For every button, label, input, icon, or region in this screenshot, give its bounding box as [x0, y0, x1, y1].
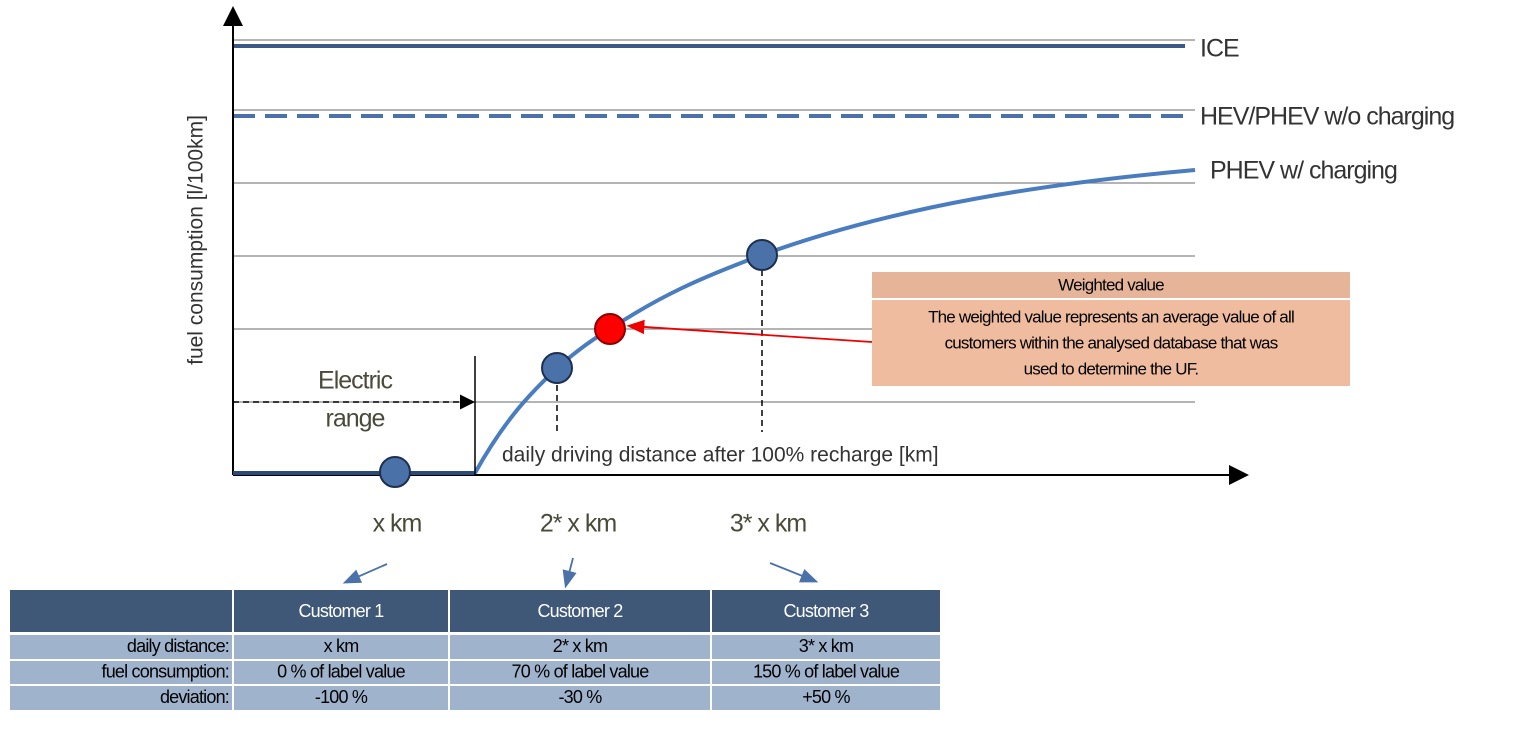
header-cell	[450, 590, 710, 632]
line-label: ICE	[1200, 35, 1239, 63]
point	[541, 352, 573, 384]
cell-text: 3* x km	[799, 636, 853, 656]
callout-text: customers within the analysed database t…	[945, 333, 1278, 352]
table-cell	[450, 635, 710, 659]
callout-title: Weighted value	[1058, 275, 1164, 294]
cell-text: 0 % of label value	[277, 661, 405, 681]
callout-header	[872, 272, 1350, 298]
row-label: fuel consumption:	[102, 661, 229, 681]
callout-text: used to determine the UF.	[1024, 359, 1199, 378]
pointer-arrow	[769, 562, 819, 583]
pointer-arrow	[342, 563, 388, 584]
cell-text: x km	[324, 636, 359, 656]
callout-arrow	[626, 319, 873, 343]
table-cell	[234, 635, 448, 659]
cell-text: -100 %	[315, 687, 368, 707]
header-cell	[234, 590, 448, 632]
header-cell	[712, 590, 940, 632]
table-cell	[10, 686, 232, 710]
row-label: daily distance:	[127, 636, 229, 656]
callout-text: The weighted value represents an average…	[928, 307, 1294, 326]
cell-text: +50 %	[802, 687, 850, 707]
table-cell	[712, 635, 940, 659]
column-header: Customer 3	[783, 601, 869, 621]
table-cell	[234, 686, 448, 710]
table: Customer 1 Customer 2 Customer 3 daily dist…	[10, 590, 940, 710]
table-cell	[10, 661, 232, 684]
pointer-arrow	[562, 557, 577, 589]
point	[379, 456, 411, 488]
table-cell	[712, 661, 940, 684]
range-label: Electric	[318, 367, 392, 395]
cell-text: 70 % of label value	[512, 661, 650, 681]
x-label: x km	[373, 510, 422, 538]
table-cell	[450, 661, 710, 684]
point	[746, 239, 778, 271]
column-header: Customer 1	[298, 601, 384, 621]
column-header: Customer 2	[537, 601, 623, 621]
x-axis-label: daily driving distance after 100% rechar…	[502, 444, 939, 467]
table-cell	[10, 635, 232, 659]
callout-body	[872, 300, 1350, 386]
cell-text: 2* x km	[553, 636, 607, 656]
x-label: 2* x km	[540, 510, 617, 538]
table-cell	[234, 661, 448, 684]
cell-text: 150 % of label value	[753, 661, 900, 681]
table-cell	[712, 686, 940, 710]
line-label: HEV/PHEV w/o charging	[1200, 103, 1454, 131]
y-axis-label: fuel consumption [l/100km]	[185, 115, 208, 365]
x-label: 3* x km	[730, 510, 807, 538]
header-cell	[10, 590, 232, 632]
cell-text: -30 %	[558, 687, 602, 707]
weighted-point	[594, 313, 626, 345]
table-cell	[450, 686, 710, 710]
line-label: PHEV w/ charging	[1210, 157, 1397, 185]
row-label: deviation:	[160, 687, 229, 707]
range-label: range	[326, 405, 385, 433]
